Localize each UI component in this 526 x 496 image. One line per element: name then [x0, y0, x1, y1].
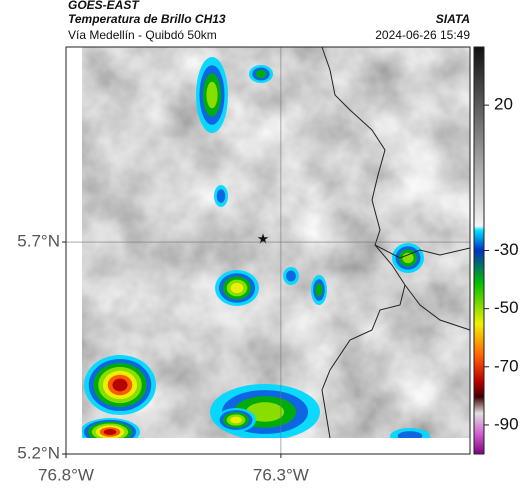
storm-cell — [112, 378, 128, 392]
colorbar-tick-label: -30 — [494, 240, 519, 259]
colorbar-tick-label: -50 — [494, 298, 519, 317]
storm-cell — [286, 270, 296, 282]
storm-cell — [397, 431, 423, 438]
storm-cell — [216, 189, 226, 203]
storm-cell — [103, 429, 117, 435]
satellite-image — [82, 47, 470, 438]
colorbar-tick-label: -90 — [494, 414, 519, 433]
colorbar-tick-label: -70 — [494, 356, 519, 375]
title: Temperatura de Brillo CH13 — [68, 12, 226, 26]
x-tick-label: 76.8°W — [38, 465, 94, 484]
y-tick-label: 5.7°N — [17, 232, 60, 251]
boundary — [404, 284, 471, 331]
colorbar-tick-label: 20 — [494, 95, 513, 114]
storm-cell — [206, 81, 218, 109]
storm-cell — [245, 402, 285, 422]
datetime: 2024-06-26 15:49 — [375, 28, 470, 42]
source: SIATA — [436, 12, 470, 26]
colorbar — [473, 46, 485, 455]
storm-cell — [230, 416, 242, 424]
x-tick-label: 76.3°W — [253, 465, 309, 484]
subtitle: Vía Medellín - Quibdó 50km — [68, 28, 217, 42]
storm-cell — [315, 283, 323, 297]
y-tick-label: 5.2°N — [17, 443, 60, 462]
map-frame — [65, 46, 471, 455]
city-marker: ★ — [257, 231, 270, 247]
storm-cell — [230, 282, 244, 294]
platform: GOES-EAST — [68, 0, 140, 12]
boundary — [374, 244, 471, 259]
storm-cell — [255, 70, 267, 78]
